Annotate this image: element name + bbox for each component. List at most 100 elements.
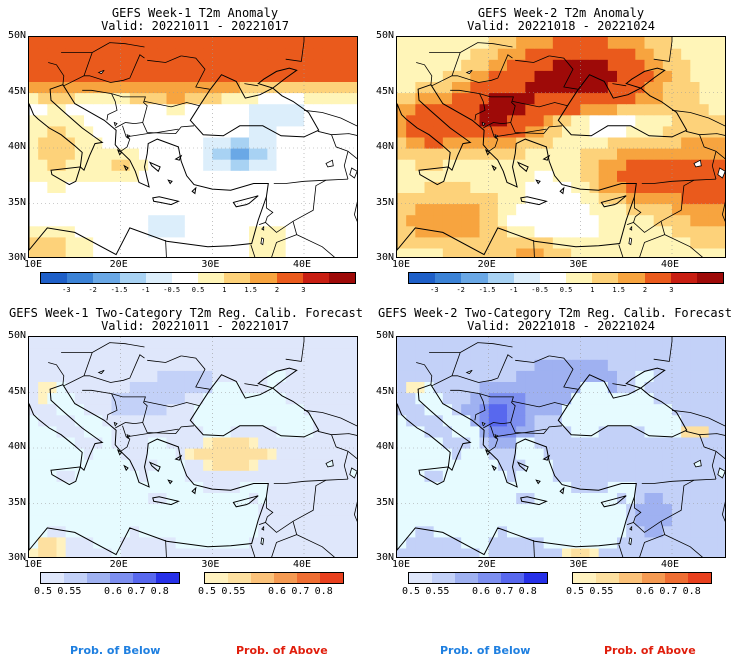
field-cell	[304, 414, 314, 427]
field-cell	[148, 48, 158, 60]
field-cell	[580, 70, 591, 82]
field-cell	[653, 514, 664, 527]
field-cell	[470, 103, 481, 116]
field-cell	[111, 103, 122, 116]
field-cell	[212, 203, 223, 216]
field-cell	[397, 159, 407, 171]
field-cell	[194, 359, 204, 371]
field-cell	[38, 547, 48, 557]
field-cell	[322, 436, 333, 449]
coastline	[397, 384, 637, 556]
field-cell	[672, 70, 682, 82]
field-cell	[543, 436, 554, 449]
field-cell	[525, 37, 536, 49]
field-cell	[598, 359, 609, 371]
field-cell	[285, 136, 296, 149]
field-cell	[525, 225, 536, 238]
field-cell	[607, 370, 618, 382]
field-cell	[313, 459, 323, 471]
field-cell	[662, 192, 673, 205]
field-cell	[129, 170, 140, 182]
country-border	[515, 355, 550, 363]
coastlines	[397, 367, 725, 556]
field-cell	[38, 525, 48, 538]
field-cell	[166, 203, 177, 216]
lat-tick-label: 50N	[375, 330, 394, 341]
field-cell	[681, 236, 691, 249]
field-cell	[653, 37, 664, 49]
lake	[628, 537, 633, 546]
field-cell	[194, 214, 204, 227]
field-cell	[47, 247, 58, 257]
field-cell	[203, 414, 213, 427]
field-cell	[139, 492, 149, 505]
field-cell	[442, 481, 453, 493]
field-cell	[102, 114, 113, 127]
field-cell	[74, 203, 85, 216]
field-cell	[102, 436, 113, 449]
field-cell	[102, 214, 113, 227]
field-cell	[626, 414, 636, 427]
field-cell	[662, 459, 673, 471]
field-cell	[340, 214, 351, 227]
field-cell	[84, 159, 94, 171]
field-cell	[571, 514, 581, 527]
field-cell	[571, 81, 581, 94]
field-cell	[239, 247, 250, 257]
field-cell	[635, 70, 646, 82]
field-cell	[406, 214, 416, 227]
field-cell	[349, 503, 357, 516]
field-cell	[543, 70, 554, 82]
lat-tick-label: 50N	[375, 30, 394, 41]
field-cell	[221, 81, 232, 94]
field-cell	[166, 492, 177, 505]
field-cell	[221, 225, 232, 238]
field-cell	[662, 81, 673, 94]
field-cell	[331, 114, 342, 127]
field-cell	[543, 159, 554, 171]
lake	[260, 237, 265, 246]
field-cell	[406, 125, 416, 138]
field-cell	[397, 370, 407, 382]
field-cell	[433, 547, 444, 557]
field-cell	[497, 92, 508, 105]
field-cell	[221, 536, 232, 549]
field-cell	[157, 203, 168, 216]
field-cell	[507, 247, 517, 257]
field-cell	[461, 125, 471, 138]
field-cell	[626, 492, 636, 505]
field-cell	[267, 136, 278, 149]
field-cell	[461, 547, 471, 557]
field-cell	[276, 181, 287, 193]
field-cell	[699, 225, 710, 238]
field-cell	[294, 48, 305, 60]
field-cell	[516, 459, 526, 471]
field-cell	[65, 125, 76, 138]
field-cell	[322, 48, 333, 60]
field-cell	[212, 536, 223, 549]
field-cell	[571, 70, 581, 82]
field-cell	[452, 37, 462, 49]
field-cell	[571, 536, 581, 549]
field-cell	[534, 481, 545, 493]
field-cell	[349, 392, 357, 405]
country-border	[512, 401, 568, 408]
field-cell	[589, 247, 600, 257]
field-cell	[672, 514, 682, 527]
field-cell	[139, 547, 149, 557]
field-cell	[461, 370, 471, 382]
field-cell	[304, 459, 314, 471]
field-cell	[607, 547, 618, 557]
field-cell	[184, 525, 195, 538]
field-cell	[635, 414, 646, 427]
field-cell	[607, 536, 618, 549]
field-cell	[415, 114, 426, 127]
lat-tick-label: 40N	[7, 441, 26, 452]
field-cell	[507, 148, 517, 160]
field-cell	[690, 470, 701, 482]
field-cell	[461, 425, 471, 438]
field-cell	[708, 92, 719, 105]
field-cell	[644, 92, 655, 105]
field-cell	[221, 503, 232, 516]
field-cell	[507, 48, 517, 60]
